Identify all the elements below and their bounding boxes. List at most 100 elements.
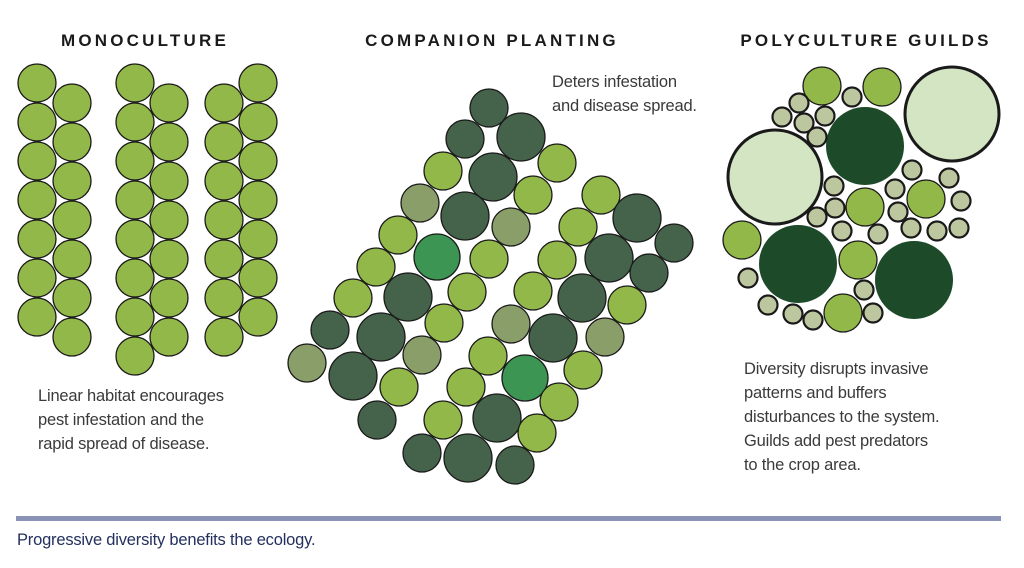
companion-plant (513, 175, 553, 215)
divider (16, 516, 1001, 521)
monoculture-plant (52, 278, 92, 318)
monoculture-plant (149, 200, 189, 240)
guild-small-plant (737, 267, 759, 289)
monoculture-plant (149, 278, 189, 318)
companion-plant (287, 343, 327, 383)
companion-plant (423, 151, 463, 191)
guild-crop-plant (722, 220, 762, 260)
monoculture-plant (52, 239, 92, 279)
description-line: Guilds add pest predators (744, 432, 928, 450)
monoculture-plant (238, 258, 278, 298)
monoculture-plant (149, 239, 189, 279)
guild-small-plant (862, 302, 884, 324)
monoculture-title: MONOCULTURE (60, 31, 230, 50)
monoculture-plant (204, 200, 244, 240)
companion-plant (528, 313, 578, 363)
guild-small-plant (831, 220, 853, 242)
companion-plant (445, 119, 485, 159)
guild-small-plant (938, 167, 960, 189)
description-line: pest infestation and the (38, 411, 204, 429)
description-line: and disease spread. (552, 97, 697, 115)
companion-plant (629, 253, 669, 293)
companion-plant (357, 400, 397, 440)
guild-small-plant (853, 279, 875, 301)
guild-small-plant (802, 309, 824, 331)
guild-crop-plant (862, 67, 902, 107)
guild-small-plant (867, 223, 889, 245)
guild-small-plant (782, 303, 804, 325)
companion-plant (654, 223, 694, 263)
companion-plant (469, 239, 509, 279)
companion-plant (496, 112, 546, 162)
guild-large-shrub (759, 225, 837, 303)
guild-small-plant (823, 175, 845, 197)
monoculture-plant (149, 317, 189, 357)
monoculture-plant (204, 278, 244, 318)
companion-plant (423, 400, 463, 440)
monoculture-plant (115, 63, 155, 103)
guild-canopy-tree (726, 128, 824, 226)
monoculture-plant (238, 297, 278, 337)
companion-plant (469, 88, 509, 128)
companion-plant (443, 433, 493, 483)
monoculture-plant (115, 219, 155, 259)
companion-planting-title: COMPANION PLANTING (365, 31, 619, 50)
monoculture-plant (115, 102, 155, 142)
guild-small-plant (793, 112, 815, 134)
monoculture-plant (17, 102, 57, 142)
monoculture-plant (17, 219, 57, 259)
monoculture-plant (204, 83, 244, 123)
guild-crop-plant (845, 187, 885, 227)
guild-small-plant (814, 105, 836, 127)
companion-plant (501, 354, 549, 402)
guild-crop-plant (838, 240, 878, 280)
description-line: to the crop area. (744, 456, 861, 474)
monoculture-plant (115, 258, 155, 298)
companion-plant (413, 233, 461, 281)
monoculture-plant (17, 63, 57, 103)
monoculture-plant (17, 180, 57, 220)
guild-small-plant (926, 220, 948, 242)
caption: Progressive diversity benefits the ecolo… (17, 531, 316, 549)
guild-small-plant (788, 92, 810, 114)
monoculture-plant (238, 141, 278, 181)
companion-plant (468, 152, 518, 202)
companion-plant (402, 335, 442, 375)
companion-plant (517, 413, 557, 453)
companion-plant (424, 303, 464, 343)
planting-diagram (17, 63, 1001, 485)
companion-plant (491, 304, 531, 344)
companion-plant (537, 143, 577, 183)
companion-plant (402, 433, 442, 473)
guild-small-plant (901, 159, 923, 181)
companion-plant (446, 367, 486, 407)
guild-crop-plant (802, 66, 842, 106)
monoculture-plant (115, 180, 155, 220)
monoculture-plant (52, 122, 92, 162)
guild-large-shrub (875, 241, 953, 319)
guild-small-plant (806, 126, 828, 148)
companion-plant (495, 445, 535, 485)
companion-plant (356, 312, 406, 362)
monoculture-plant (238, 63, 278, 103)
companion-plant (379, 367, 419, 407)
monoculture-plant (17, 258, 57, 298)
companion-plant (472, 393, 522, 443)
guild-small-plant (950, 190, 972, 212)
companion-plant (378, 215, 418, 255)
monoculture-plant (238, 102, 278, 142)
monoculture-plant (149, 122, 189, 162)
guild-small-plant (757, 294, 779, 316)
guild-small-plant (887, 201, 909, 223)
monoculture-plant (204, 239, 244, 279)
guild-crop-plant (823, 293, 863, 333)
companion-plant (447, 272, 487, 312)
monoculture-plant (52, 200, 92, 240)
description-line: Diversity disrupts invasive (744, 360, 929, 378)
guild-canopy-tree (903, 65, 1001, 163)
companion-description: Deters infestation and disease spread. (552, 70, 697, 118)
monoculture-plant (52, 317, 92, 357)
monoculture-plant (17, 141, 57, 181)
companion-plant (584, 233, 634, 283)
description-line: disturbances to the system. (744, 408, 940, 426)
